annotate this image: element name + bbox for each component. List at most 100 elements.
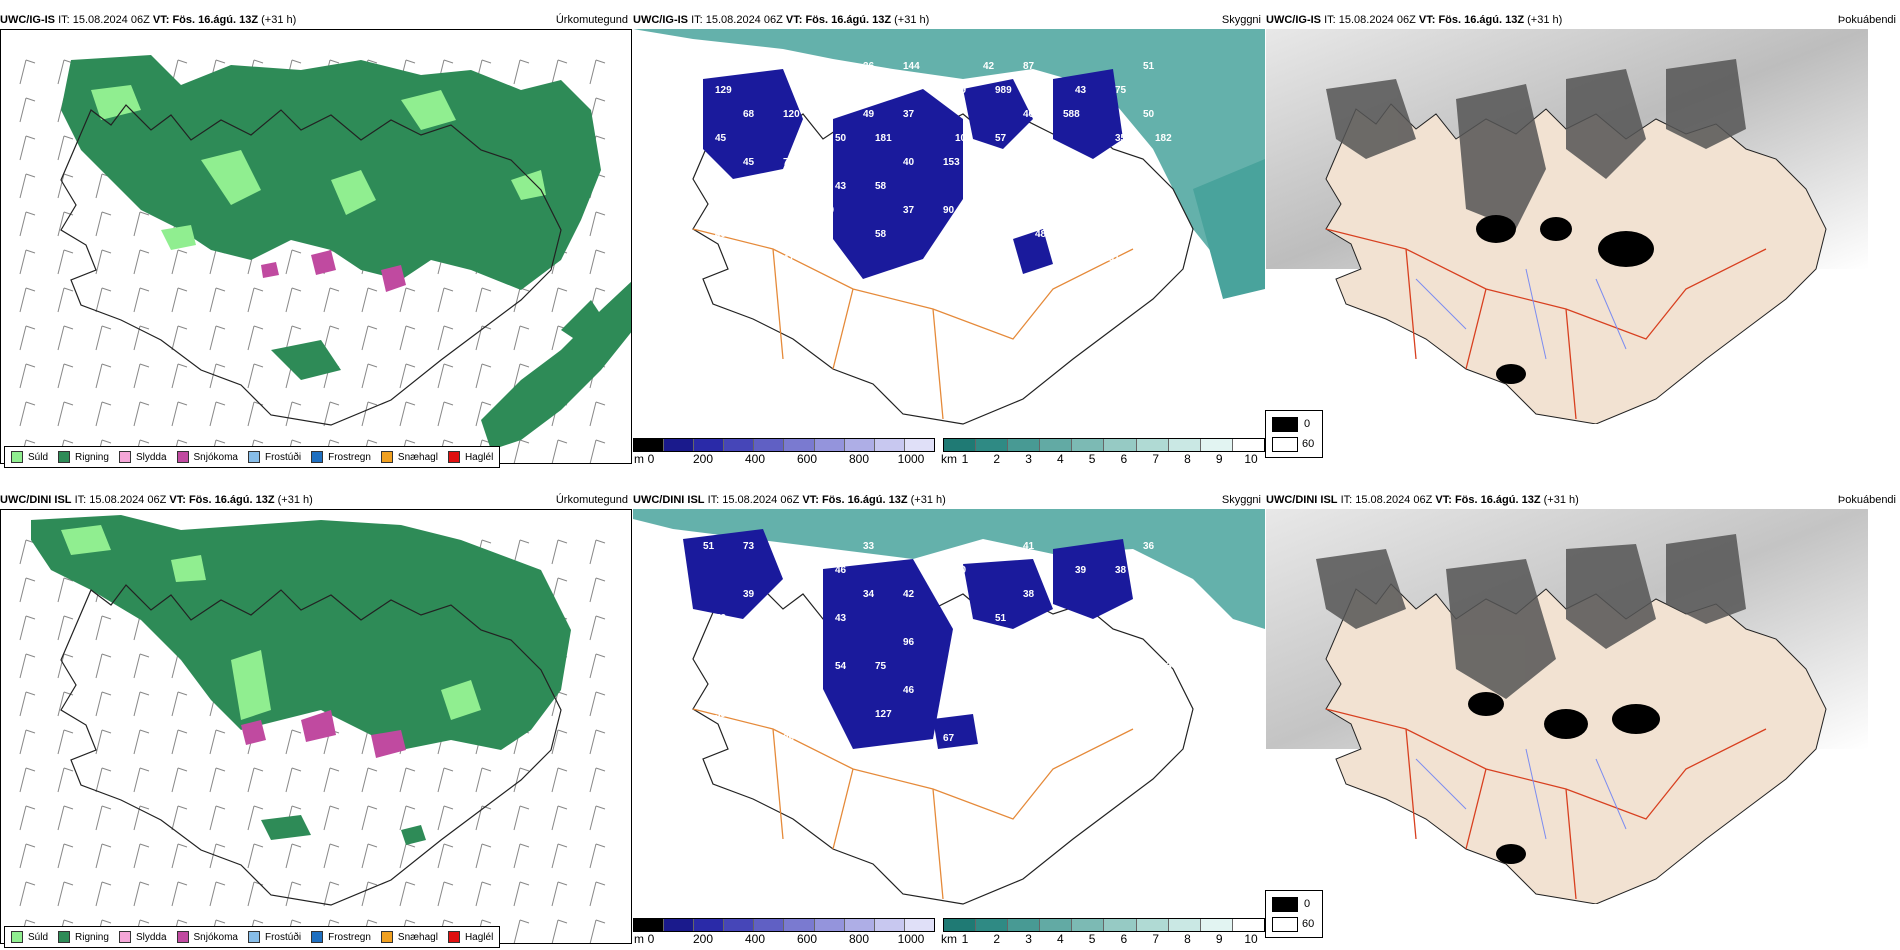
precip-legend-swatch [380,451,393,463]
row2-precip-model: UWC/DINI ISL [0,494,72,506]
wind-barb [361,767,378,793]
precip-legend-swatch [58,451,71,463]
wind-barb [209,363,226,389]
precip-legend-item: Frostregn [311,451,371,463]
wind-barb [475,767,492,793]
cloudbase-color-step [874,439,905,451]
cloudbase-color-step [814,919,845,931]
visibility-color-step [944,919,977,931]
cloud-base-label: 39 [1075,565,1087,576]
wind-barb [19,539,36,565]
cloud-base-label: 39 [715,709,727,720]
wind-barb [361,881,378,907]
wind-barb [323,325,340,351]
wind-barb [247,363,264,389]
wind-barb [551,881,568,907]
wind-barb [437,325,454,351]
wind-barb [551,919,568,943]
cloud-base-label: 70 [955,565,967,576]
cloud-base-label: 90 [943,205,955,216]
row1-precip-map [0,29,632,464]
visibility-color-step [1104,439,1137,451]
visibility-color-step [1072,919,1105,931]
drizzle-areas [61,525,481,720]
wind-barb [57,881,74,907]
row2-precip-vt: Fös. 16.ágú. 13Z [188,494,275,506]
wind-barb [133,843,150,869]
precip-legend-swatch [118,451,131,463]
visibility-color-step [1200,439,1233,451]
wind-barb [209,729,226,755]
wind-barb [399,805,416,831]
row2-precip-map [0,509,632,944]
precip-legend-label: Frostregn [328,931,371,943]
wind-barb [399,881,416,907]
wind-barb [513,363,530,389]
row1-precip-model: UWC/IG-IS [0,14,55,26]
row1-cloud-vt-label: VT: [785,14,803,26]
cloud-base-label: 43 [835,613,847,624]
wind-barb [209,881,226,907]
wind-barb [133,211,150,237]
cloud-base-label: 49 [703,61,715,72]
cloudbase-tick: 600 [796,932,818,946]
cloud-base-label: 49 [863,109,875,120]
cloud-base-label: 41 [783,253,795,264]
cloudbase-color-step [784,439,815,451]
cloudbase-tick: 200 [692,452,714,466]
cloudbase-tick: 800 [848,932,870,946]
cloud-base-label: 47 [1115,181,1127,192]
visibility-tick: 1 [961,452,969,466]
cloud-base-label: 63 [1103,205,1115,216]
wind-barb [475,805,492,831]
row1-fog-model: UWC/IG-IS [1266,14,1321,26]
wind-barb [57,135,74,161]
precip-legend-swatch [176,931,189,943]
wind-barb [361,401,378,427]
cloud-base-label: 50 [715,613,727,624]
wind-barb [133,805,150,831]
wind-barb [475,401,492,427]
wind-barb [437,363,454,389]
row2-precip-it-label: IT: [74,494,87,506]
fog-legend-light-swatch [1272,437,1298,452]
wind-barb [513,881,530,907]
wind-barb [19,881,36,907]
wind-barb [95,249,112,275]
cloud-base-label: 54 [835,661,847,672]
wind-barb [551,767,568,793]
wind-barb [475,287,492,313]
cloud-map-svg: 51 51 44 39 34 60 44 50 51 54 49 46 39 43 29 37 33 36 70 39… [633,509,1265,905]
wind-barb [285,401,302,427]
visibility-color-step [1136,439,1169,451]
wind-barb [589,59,606,85]
wind-barb [19,767,36,793]
visibility-color-step [1040,439,1073,451]
wind-barb [95,653,112,679]
wind-barb [589,767,606,793]
cloud-base-label: 67 [943,733,955,744]
wind-barb [323,805,340,831]
row1-fog-map [1266,29,1868,424]
cloud-base-label: 57 [995,133,1007,144]
row1-fog-vt: Fös. 16.ágú. 13Z [1438,14,1525,26]
wind-barb [551,539,568,565]
cloud-base-label: 37 [903,205,915,216]
precip-legend: Súld Rigning Slydda Snjókoma Frostúði Frostre… [4,926,501,948]
precip-legend-item: Haglél [447,451,493,463]
row2-fog-it-label: IT: [1340,494,1353,506]
row2-precip-it: 15.08.2024 06Z [89,494,167,506]
cloud-base-label: 179 [1035,181,1052,192]
cloud-base-label: 62 [1063,685,1075,696]
wind-barb [57,767,74,793]
precip-legend-label: Slydda [135,931,167,943]
precip-legend-swatch [247,451,260,463]
row1-fog-panel: UWC/IG-IS IT: 15.08.2024 06Z VT: Fös. 16… [1265,12,1900,464]
wind-barb [133,767,150,793]
visibility-color-step [1232,919,1264,931]
precip-legend-swatch [11,931,23,943]
cloud-base-labels: 51 51 44 39 34 60 44 50 51 54 49 46 39 43 29 37 33 36 70 39… [703,541,1172,744]
wind-barb [19,843,36,869]
precip-legend-swatch [118,931,131,943]
wind-barb [171,767,188,793]
